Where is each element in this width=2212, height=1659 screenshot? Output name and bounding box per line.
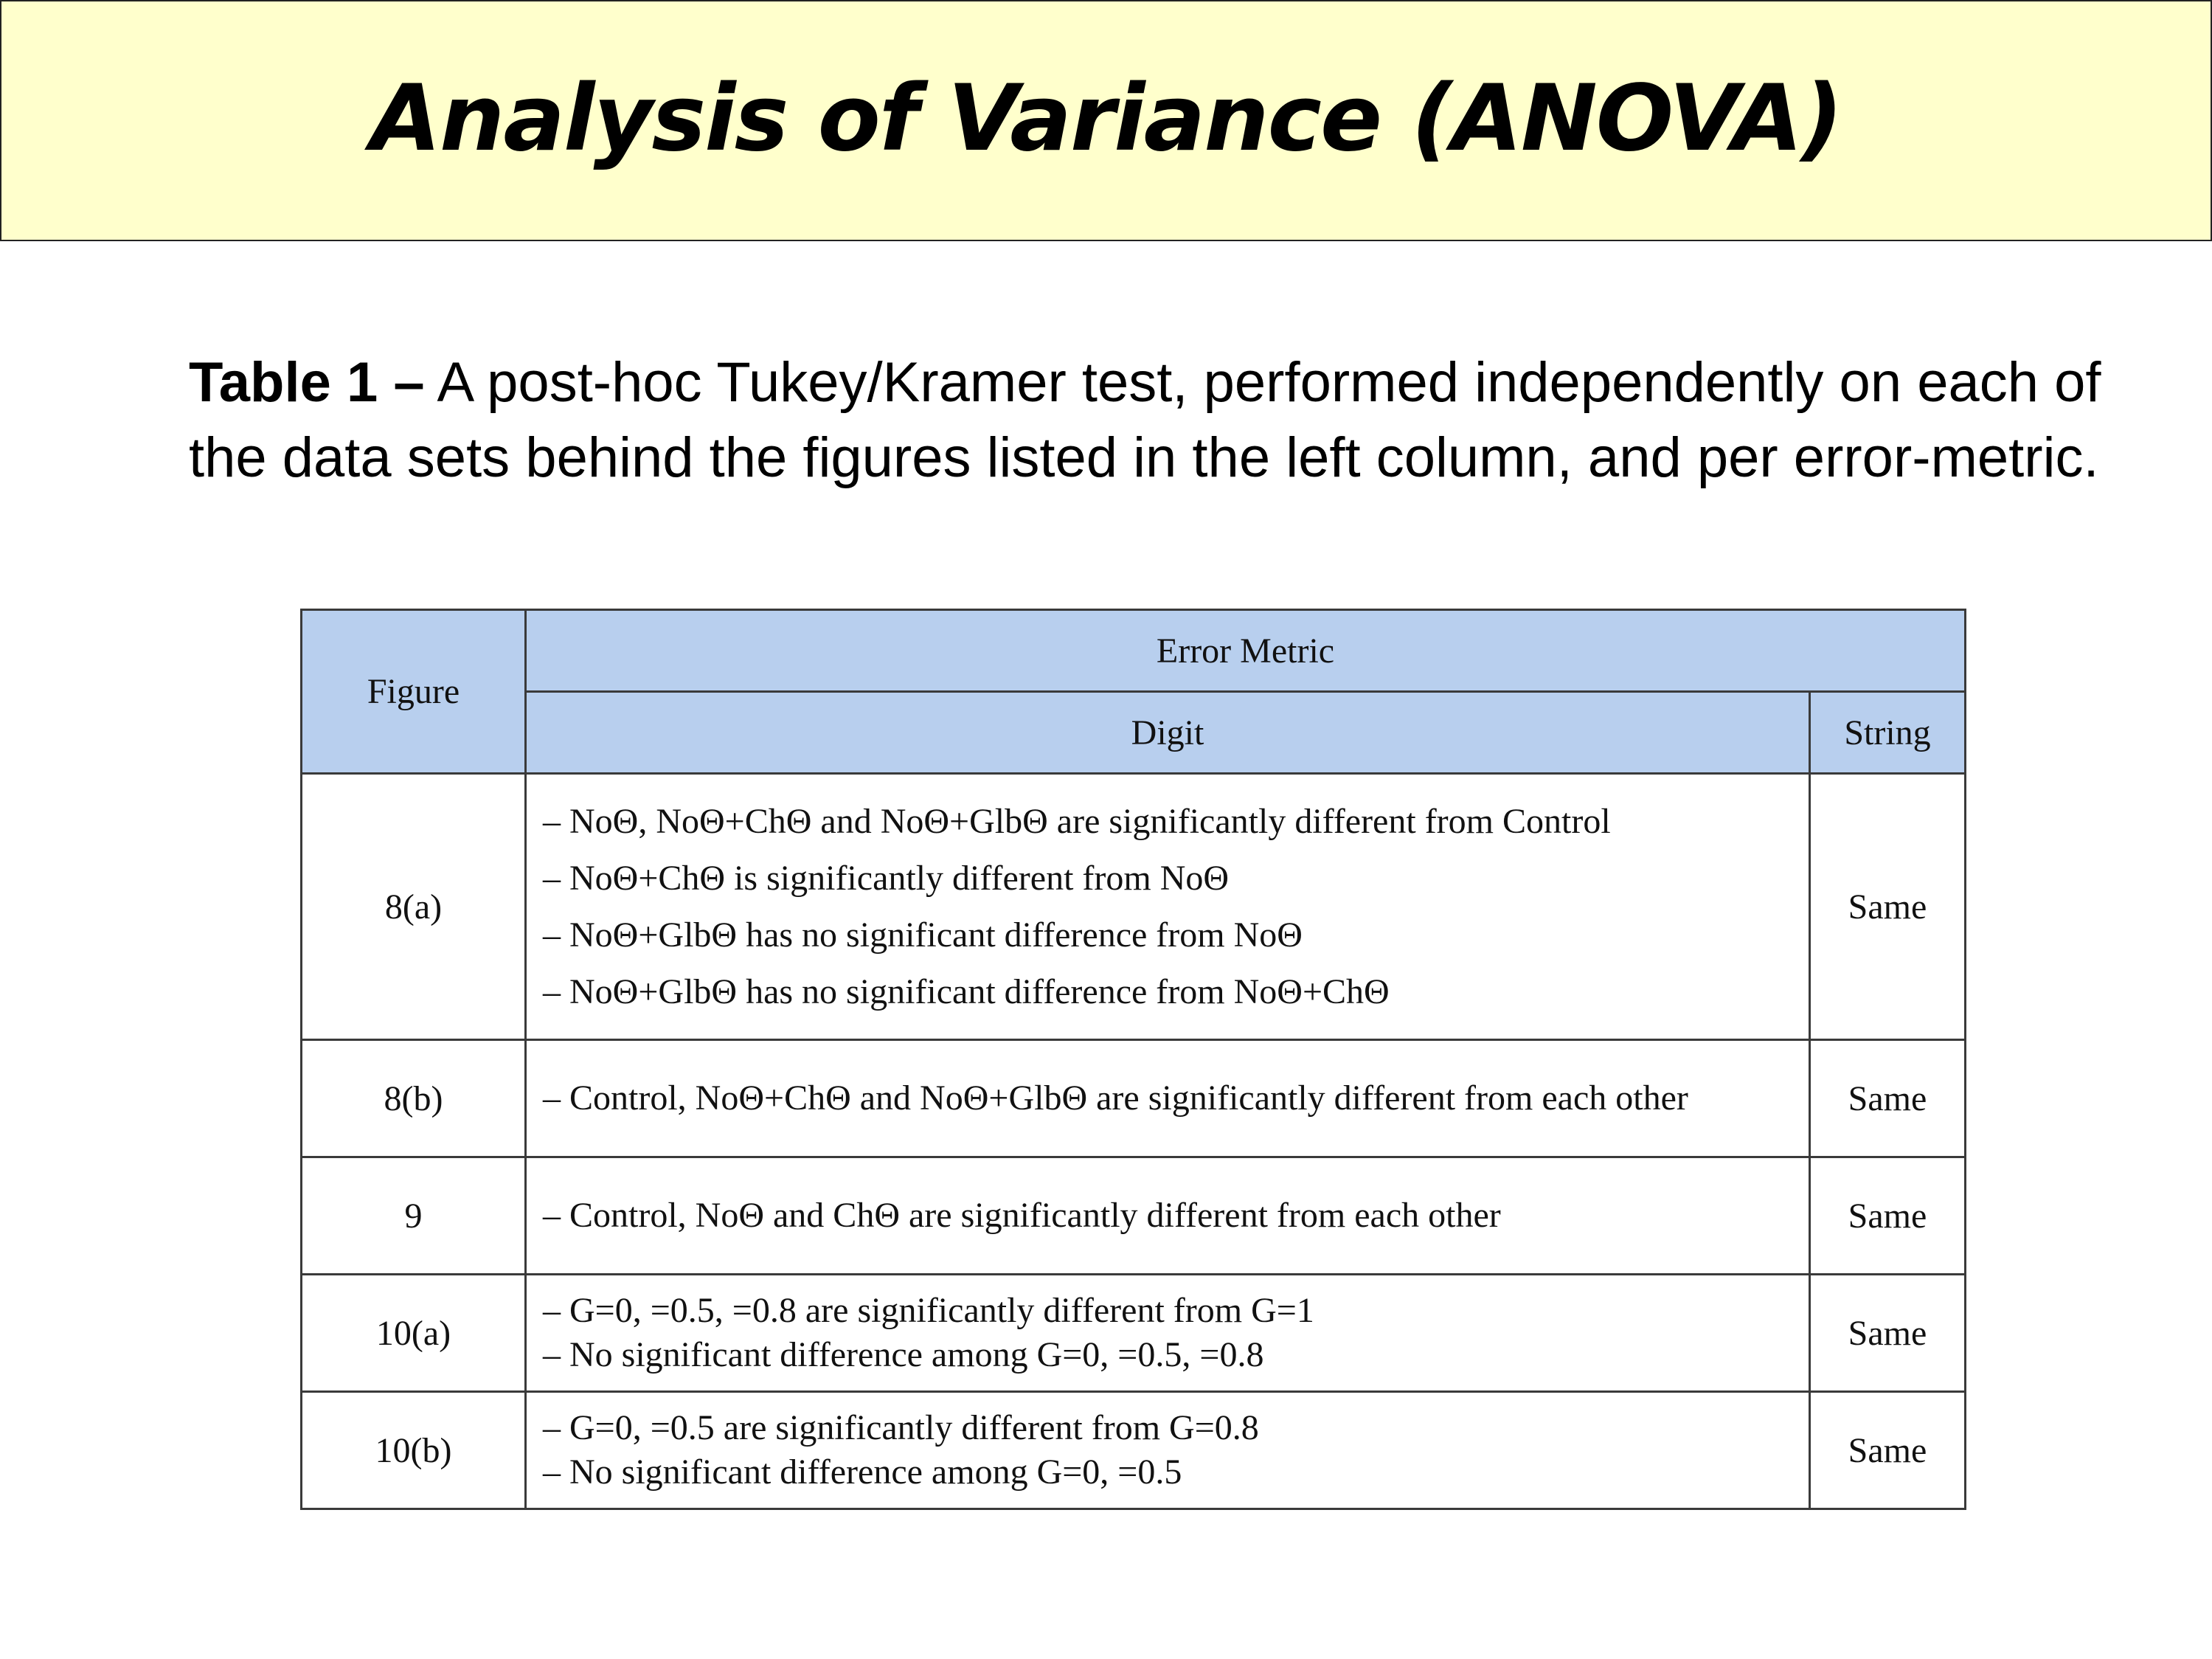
- string-cell: Same: [1809, 772, 1966, 1041]
- string-cell: Same: [1809, 1390, 1966, 1510]
- string-cell: Same: [1809, 1039, 1966, 1158]
- digit-line: – G=0, =0.5, =0.8 are significantly diff…: [543, 1291, 1314, 1330]
- table-row: 9 – Control, NoΘ and ChΘ are significant…: [300, 1156, 1966, 1275]
- string-cell: Same: [1809, 1156, 1966, 1275]
- digit-line: – NoΘ+GlbΘ has no significant difference…: [543, 972, 1390, 1011]
- digit-line: – Control, NoΘ+ChΘ and NoΘ+GlbΘ are sign…: [543, 1078, 1688, 1118]
- header-figure: Figure: [300, 609, 527, 775]
- anova-results-table: Figure Error Metric Digit String 8(a) – …: [300, 609, 1966, 1510]
- table-caption: Table 1 – A post-hoc Tukey/Kramer test, …: [189, 345, 2121, 496]
- header-string: String: [1809, 690, 1966, 775]
- digit-cell: – Control, NoΘ+ChΘ and NoΘ+GlbΘ are sign…: [524, 1039, 1811, 1158]
- title-banner: Analysis of Variance (ANOVA): [0, 0, 2212, 241]
- table-header-row: Figure Error Metric: [300, 609, 1966, 775]
- digit-cell: – NoΘ, NoΘ+ChΘ and NoΘ+GlbΘ are signific…: [524, 772, 1811, 1041]
- figure-cell: 8(a): [300, 772, 527, 1041]
- caption-body: A post-hoc Tukey/Kramer test, performed …: [189, 351, 2101, 489]
- header-digit: Digit: [524, 690, 1811, 775]
- digit-line: – G=0, =0.5 are significantly different …: [543, 1408, 1259, 1447]
- digit-line: – Control, NoΘ and ChΘ are significantly…: [543, 1196, 1501, 1235]
- table-row: 8(b) – Control, NoΘ+ChΘ and NoΘ+GlbΘ are…: [300, 1039, 1966, 1158]
- figure-cell: 8(b): [300, 1039, 527, 1158]
- digit-cell: – G=0, =0.5 are significantly different …: [524, 1390, 1811, 1510]
- table-row: 10(b) – G=0, =0.5 are significantly diff…: [300, 1390, 1966, 1510]
- digit-cell: – G=0, =0.5, =0.8 are significantly diff…: [524, 1273, 1811, 1393]
- table-row: 8(a) – NoΘ, NoΘ+ChΘ and NoΘ+GlbΘ are sig…: [300, 772, 1966, 1041]
- digit-line: – NoΘ+ChΘ is significantly different fro…: [543, 859, 1230, 898]
- table-subheader-row: Digit String: [302, 690, 1966, 775]
- digit-line: – No significant difference among G=0, =…: [543, 1452, 1182, 1492]
- slide-title: Analysis of Variance (ANOVA): [370, 65, 1843, 172]
- anova-table-container: Figure Error Metric Digit String 8(a) – …: [300, 609, 1966, 1510]
- figure-cell: 10(a): [300, 1273, 527, 1393]
- digit-line: – No significant difference among G=0, =…: [543, 1335, 1264, 1374]
- digit-line: – NoΘ, NoΘ+ChΘ and NoΘ+GlbΘ are signific…: [543, 802, 1611, 841]
- header-error-metric: Error Metric: [524, 609, 1966, 693]
- digit-cell: – Control, NoΘ and ChΘ are significantly…: [524, 1156, 1811, 1275]
- table-row: 10(a) – G=0, =0.5, =0.8 are significantl…: [300, 1273, 1966, 1393]
- string-cell: Same: [1809, 1273, 1966, 1393]
- digit-line: – NoΘ+GlbΘ has no significant difference…: [543, 915, 1303, 955]
- caption-label: Table 1 –: [189, 351, 425, 414]
- figure-cell: 9: [300, 1156, 527, 1275]
- figure-cell: 10(b): [300, 1390, 527, 1510]
